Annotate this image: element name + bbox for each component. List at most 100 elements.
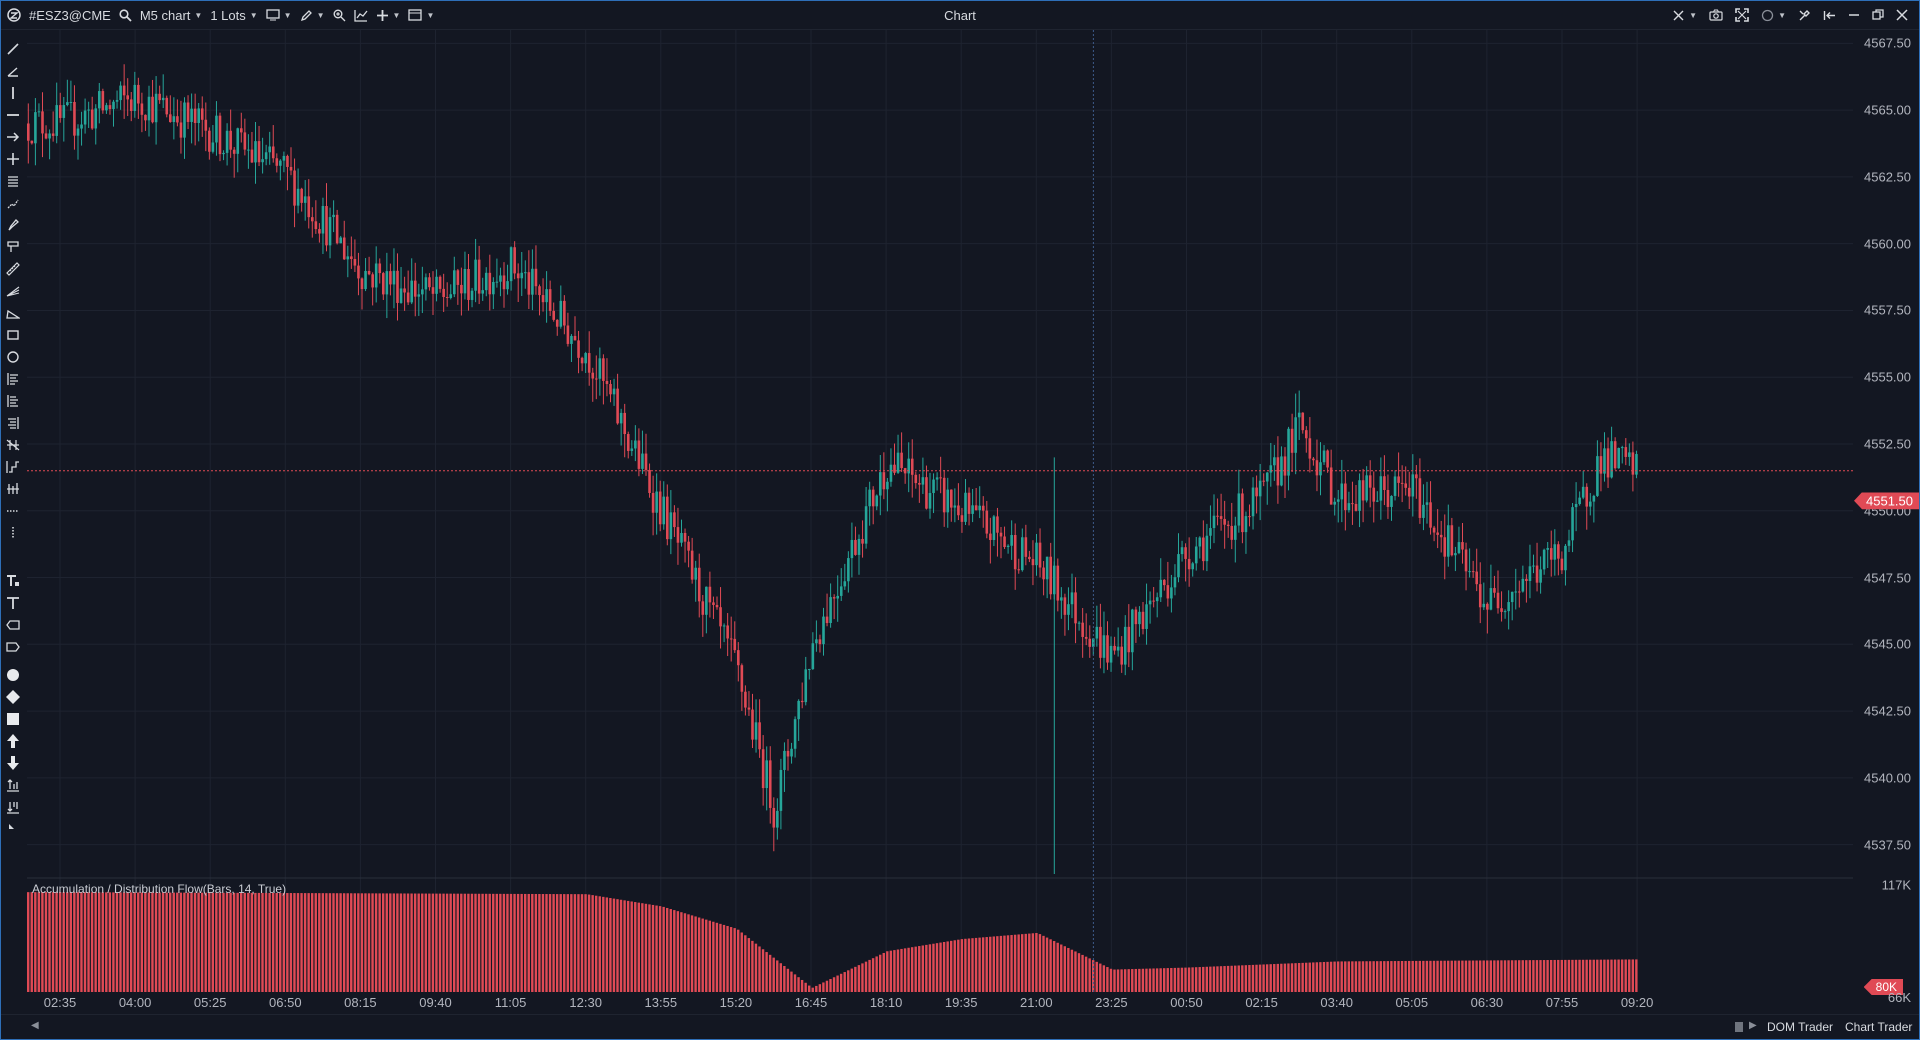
brush-icon[interactable] — [4, 216, 22, 234]
indicator-bar — [1163, 968, 1166, 992]
price-chart[interactable] — [27, 30, 1853, 1000]
arrow-line-icon[interactable] — [4, 128, 22, 146]
minimize-icon[interactable] — [1843, 1, 1865, 29]
indicator-bar — [832, 977, 836, 992]
price-axis[interactable]: 4567.50 4565.00 4562.50 4560.00 4557.50 4555.… — [1853, 30, 1919, 1005]
candle-body — [744, 691, 747, 708]
rectangle-icon[interactable] — [4, 326, 22, 344]
indicator-bar — [257, 892, 261, 992]
indicator-bar — [712, 921, 715, 992]
indicator-bar — [378, 893, 381, 992]
scrollbar-thumb[interactable] — [1735, 1022, 1743, 1032]
candle-body — [690, 550, 694, 580]
indicator-bar — [815, 985, 818, 992]
angle-line-icon[interactable] — [4, 62, 22, 80]
candle-body — [751, 709, 754, 740]
fullscreen-icon[interactable] — [1730, 1, 1754, 29]
candle-body — [499, 275, 502, 282]
candle-body — [27, 123, 30, 141]
indicator-bar — [1475, 960, 1478, 992]
price-label-icon[interactable] — [4, 638, 22, 656]
arrow-up-marker-icon[interactable] — [4, 732, 22, 750]
restore-icon[interactable] — [1867, 1, 1889, 29]
candle-body — [1528, 566, 1532, 581]
layout-icon[interactable]: ▼ — [404, 1, 438, 29]
circle-marker-icon[interactable] — [4, 666, 22, 684]
label-icon[interactable] — [4, 616, 22, 634]
indicator-bar — [1297, 963, 1301, 992]
sort-down-icon[interactable] — [4, 798, 22, 816]
diamond-marker-icon[interactable] — [4, 688, 22, 706]
candle-body — [701, 601, 705, 615]
path-icon[interactable] — [4, 194, 22, 212]
indicator-bar — [1436, 960, 1439, 992]
candle-body — [488, 272, 492, 295]
cross-line-icon[interactable] — [4, 150, 22, 168]
scroll-left-icon[interactable]: ◀ — [31, 1020, 39, 1031]
indicator-bar — [353, 893, 356, 992]
link-icon[interactable]: ▼ — [1756, 1, 1791, 29]
ruler-icon[interactable] — [4, 260, 22, 278]
vertical-line-icon[interactable] — [4, 84, 22, 102]
indicator-bar — [719, 923, 722, 992]
text-icon[interactable] — [4, 594, 22, 612]
tab-chart-trader[interactable]: Chart Trader — [1845, 1020, 1913, 1034]
horizontal-line-icon[interactable] — [4, 106, 22, 124]
channel-icon[interactable] — [4, 172, 22, 190]
settings-icon[interactable] — [1793, 1, 1816, 29]
chart-type-button[interactable]: ▼ — [262, 1, 296, 29]
crosshair-icon[interactable]: ▼ — [1667, 1, 1702, 29]
time-axis[interactable]: 02:35 04:00 05:25 06:50 08:15 09:40 11:05 12:30… — [27, 991, 1853, 1013]
candle-body — [1525, 578, 1528, 581]
zoom-icon[interactable] — [329, 1, 350, 29]
fib-time-icon[interactable] — [4, 414, 22, 432]
candle-body — [122, 85, 126, 96]
candle-body — [1305, 430, 1308, 439]
ellipse-icon[interactable] — [4, 348, 22, 366]
sort-up-icon[interactable] — [4, 776, 22, 794]
text-box-icon[interactable] — [4, 572, 22, 590]
candle-body — [978, 505, 981, 511]
symbol-search-icon[interactable] — [115, 1, 136, 29]
symbol-selector[interactable]: #ESZ3@CME — [29, 7, 111, 23]
indicators-icon[interactable] — [350, 1, 372, 29]
step-line-icon[interactable] — [4, 458, 22, 476]
triangle-icon[interactable] — [4, 304, 22, 322]
candle-body — [673, 512, 676, 528]
fib-fan-icon[interactable] — [4, 282, 22, 300]
price-tick-label: 4557.50 — [1864, 302, 1911, 318]
trend-line-icon[interactable] — [4, 40, 22, 58]
indicator-title: Accumulation / Distribution Flow(Bars, 1… — [32, 882, 287, 896]
candle-body — [1120, 646, 1123, 665]
camera-icon[interactable] — [1704, 1, 1728, 29]
volume-profile-icon[interactable] — [4, 480, 22, 498]
draw-tool-button[interactable]: ▼ — [296, 1, 329, 29]
indicator-bar — [1315, 962, 1319, 992]
arrow-down-marker-icon[interactable] — [4, 754, 22, 772]
gann-icon[interactable] — [4, 436, 22, 454]
fib-extension-icon[interactable] — [4, 392, 22, 410]
collapse-icon[interactable] — [1818, 1, 1841, 29]
close-icon[interactable] — [1891, 1, 1913, 29]
chevron-down-icon: ▼ — [194, 10, 203, 20]
app-logo-icon[interactable] — [1, 1, 25, 29]
tab-dom-trader[interactable]: DOM Trader — [1767, 1020, 1834, 1034]
candle-body — [1170, 587, 1173, 599]
scroll-right-icon[interactable]: ▶ — [1749, 1020, 1757, 1031]
add-icon[interactable]: ▼ — [372, 1, 405, 29]
candle-body — [953, 505, 957, 508]
vertical-dots-icon[interactable] — [4, 524, 22, 542]
more-tools-icon[interactable] — [4, 820, 22, 838]
indicator-bar — [1287, 963, 1290, 992]
pitchfork-icon[interactable] — [4, 238, 22, 256]
dotted-line-icon[interactable] — [4, 502, 22, 520]
indicator-bar — [410, 893, 413, 992]
square-marker-icon[interactable] — [4, 710, 22, 728]
candle-body — [974, 505, 978, 511]
candle-body — [1095, 626, 1099, 639]
indicator-bar — [655, 905, 658, 992]
fib-retracement-icon[interactable] — [4, 370, 22, 388]
timeframe-selector[interactable]: M5 chart ▼ — [136, 1, 207, 29]
lots-selector[interactable]: 1 Lots ▼ — [206, 1, 261, 29]
indicator-bar — [598, 896, 601, 992]
